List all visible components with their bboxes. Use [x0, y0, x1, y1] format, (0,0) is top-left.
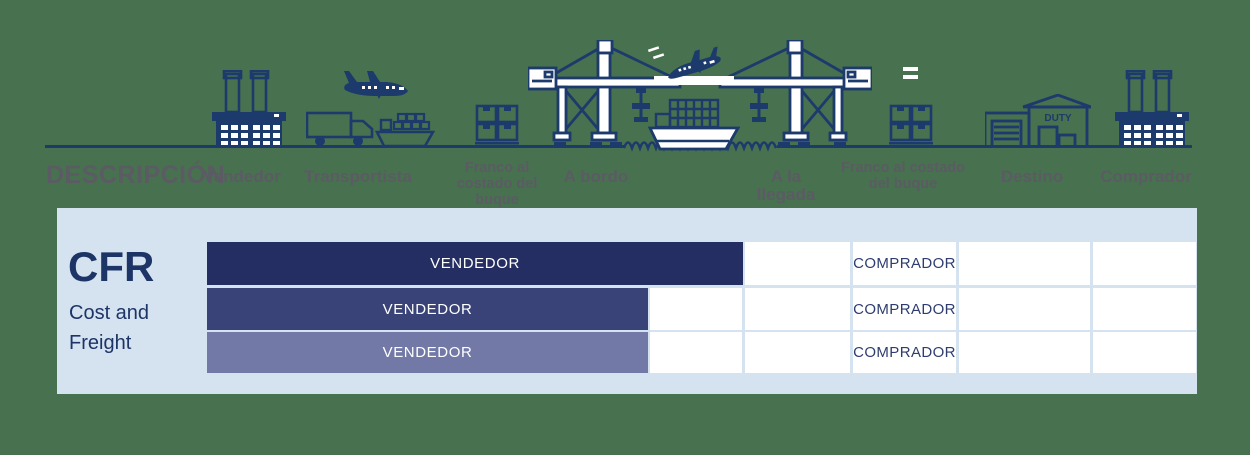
- warehouse-sign-label: DUTY: [1044, 113, 1072, 124]
- axis-label-transportista: Transportista: [304, 167, 412, 186]
- axis-label-franco-costado-1: Franco al costado del buque: [456, 160, 538, 208]
- table-cell: [1093, 332, 1196, 373]
- comprador-cell-row2: COMPRADOR: [853, 288, 956, 330]
- axis-label-franco-costado-2: Franco al costado del buque: [840, 160, 966, 192]
- table-cell: [650, 288, 742, 330]
- comprador-cell-row1: COMPRADOR: [853, 242, 956, 285]
- equals-icon: [903, 67, 919, 81]
- table-cell: [959, 242, 1090, 285]
- factory-icon: [212, 70, 286, 147]
- vendedor-bar-row1: VENDEDOR: [207, 242, 743, 285]
- table-cell: [1093, 288, 1196, 330]
- comprador-cell-row3: COMPRADOR: [853, 332, 956, 373]
- incoterm-name: Cost and Freight: [69, 302, 150, 354]
- table-cell: [650, 332, 742, 373]
- cargo-ship-icon: [375, 112, 435, 148]
- container-crane-icon: [528, 40, 682, 148]
- container-crane-icon: [718, 40, 872, 148]
- table-cell: [745, 242, 850, 285]
- comprador-label: COMPRADOR: [853, 255, 956, 272]
- vendedor-bar-row2: VENDEDOR: [207, 288, 648, 330]
- factory-icon: [1115, 70, 1189, 147]
- axis-label-a-la-llegada: A la llegada: [756, 167, 816, 204]
- airplane-icon: [344, 71, 408, 99]
- ground-line-left: [45, 145, 625, 148]
- axis-label-comprador: Comprador: [1100, 167, 1192, 186]
- comprador-label: COMPRADOR: [853, 300, 956, 318]
- crates-icon: [475, 104, 519, 148]
- table-cell: [745, 288, 850, 330]
- table-cell: [959, 332, 1090, 373]
- crates-icon: [889, 104, 933, 148]
- table-cell: [959, 288, 1090, 330]
- container-ship-icon: [648, 98, 740, 151]
- axis-label-destino: Destino: [1000, 167, 1064, 186]
- table-cell: [745, 332, 850, 373]
- axis-label-vendedor: Vendedor: [203, 167, 281, 186]
- vendedor-bar-label: VENDEDOR: [430, 255, 520, 272]
- truck-icon: [306, 111, 374, 146]
- comprador-label: COMPRADOR: [853, 344, 956, 361]
- warehouse-icon: DUTY: [985, 94, 1091, 148]
- vendedor-bar-label: VENDEDOR: [382, 344, 473, 361]
- incoterm-code: CFR: [68, 243, 155, 290]
- vendedor-bar-row3: VENDEDOR: [207, 332, 648, 373]
- description-header: DESCRIPCIÓN: [46, 161, 226, 189]
- axis-label-a-bordo: A bordo: [563, 167, 629, 186]
- table-cell: [1093, 242, 1196, 285]
- takeoff-airplane-icon: [648, 46, 734, 85]
- vendedor-bar-label: VENDEDOR: [382, 300, 473, 318]
